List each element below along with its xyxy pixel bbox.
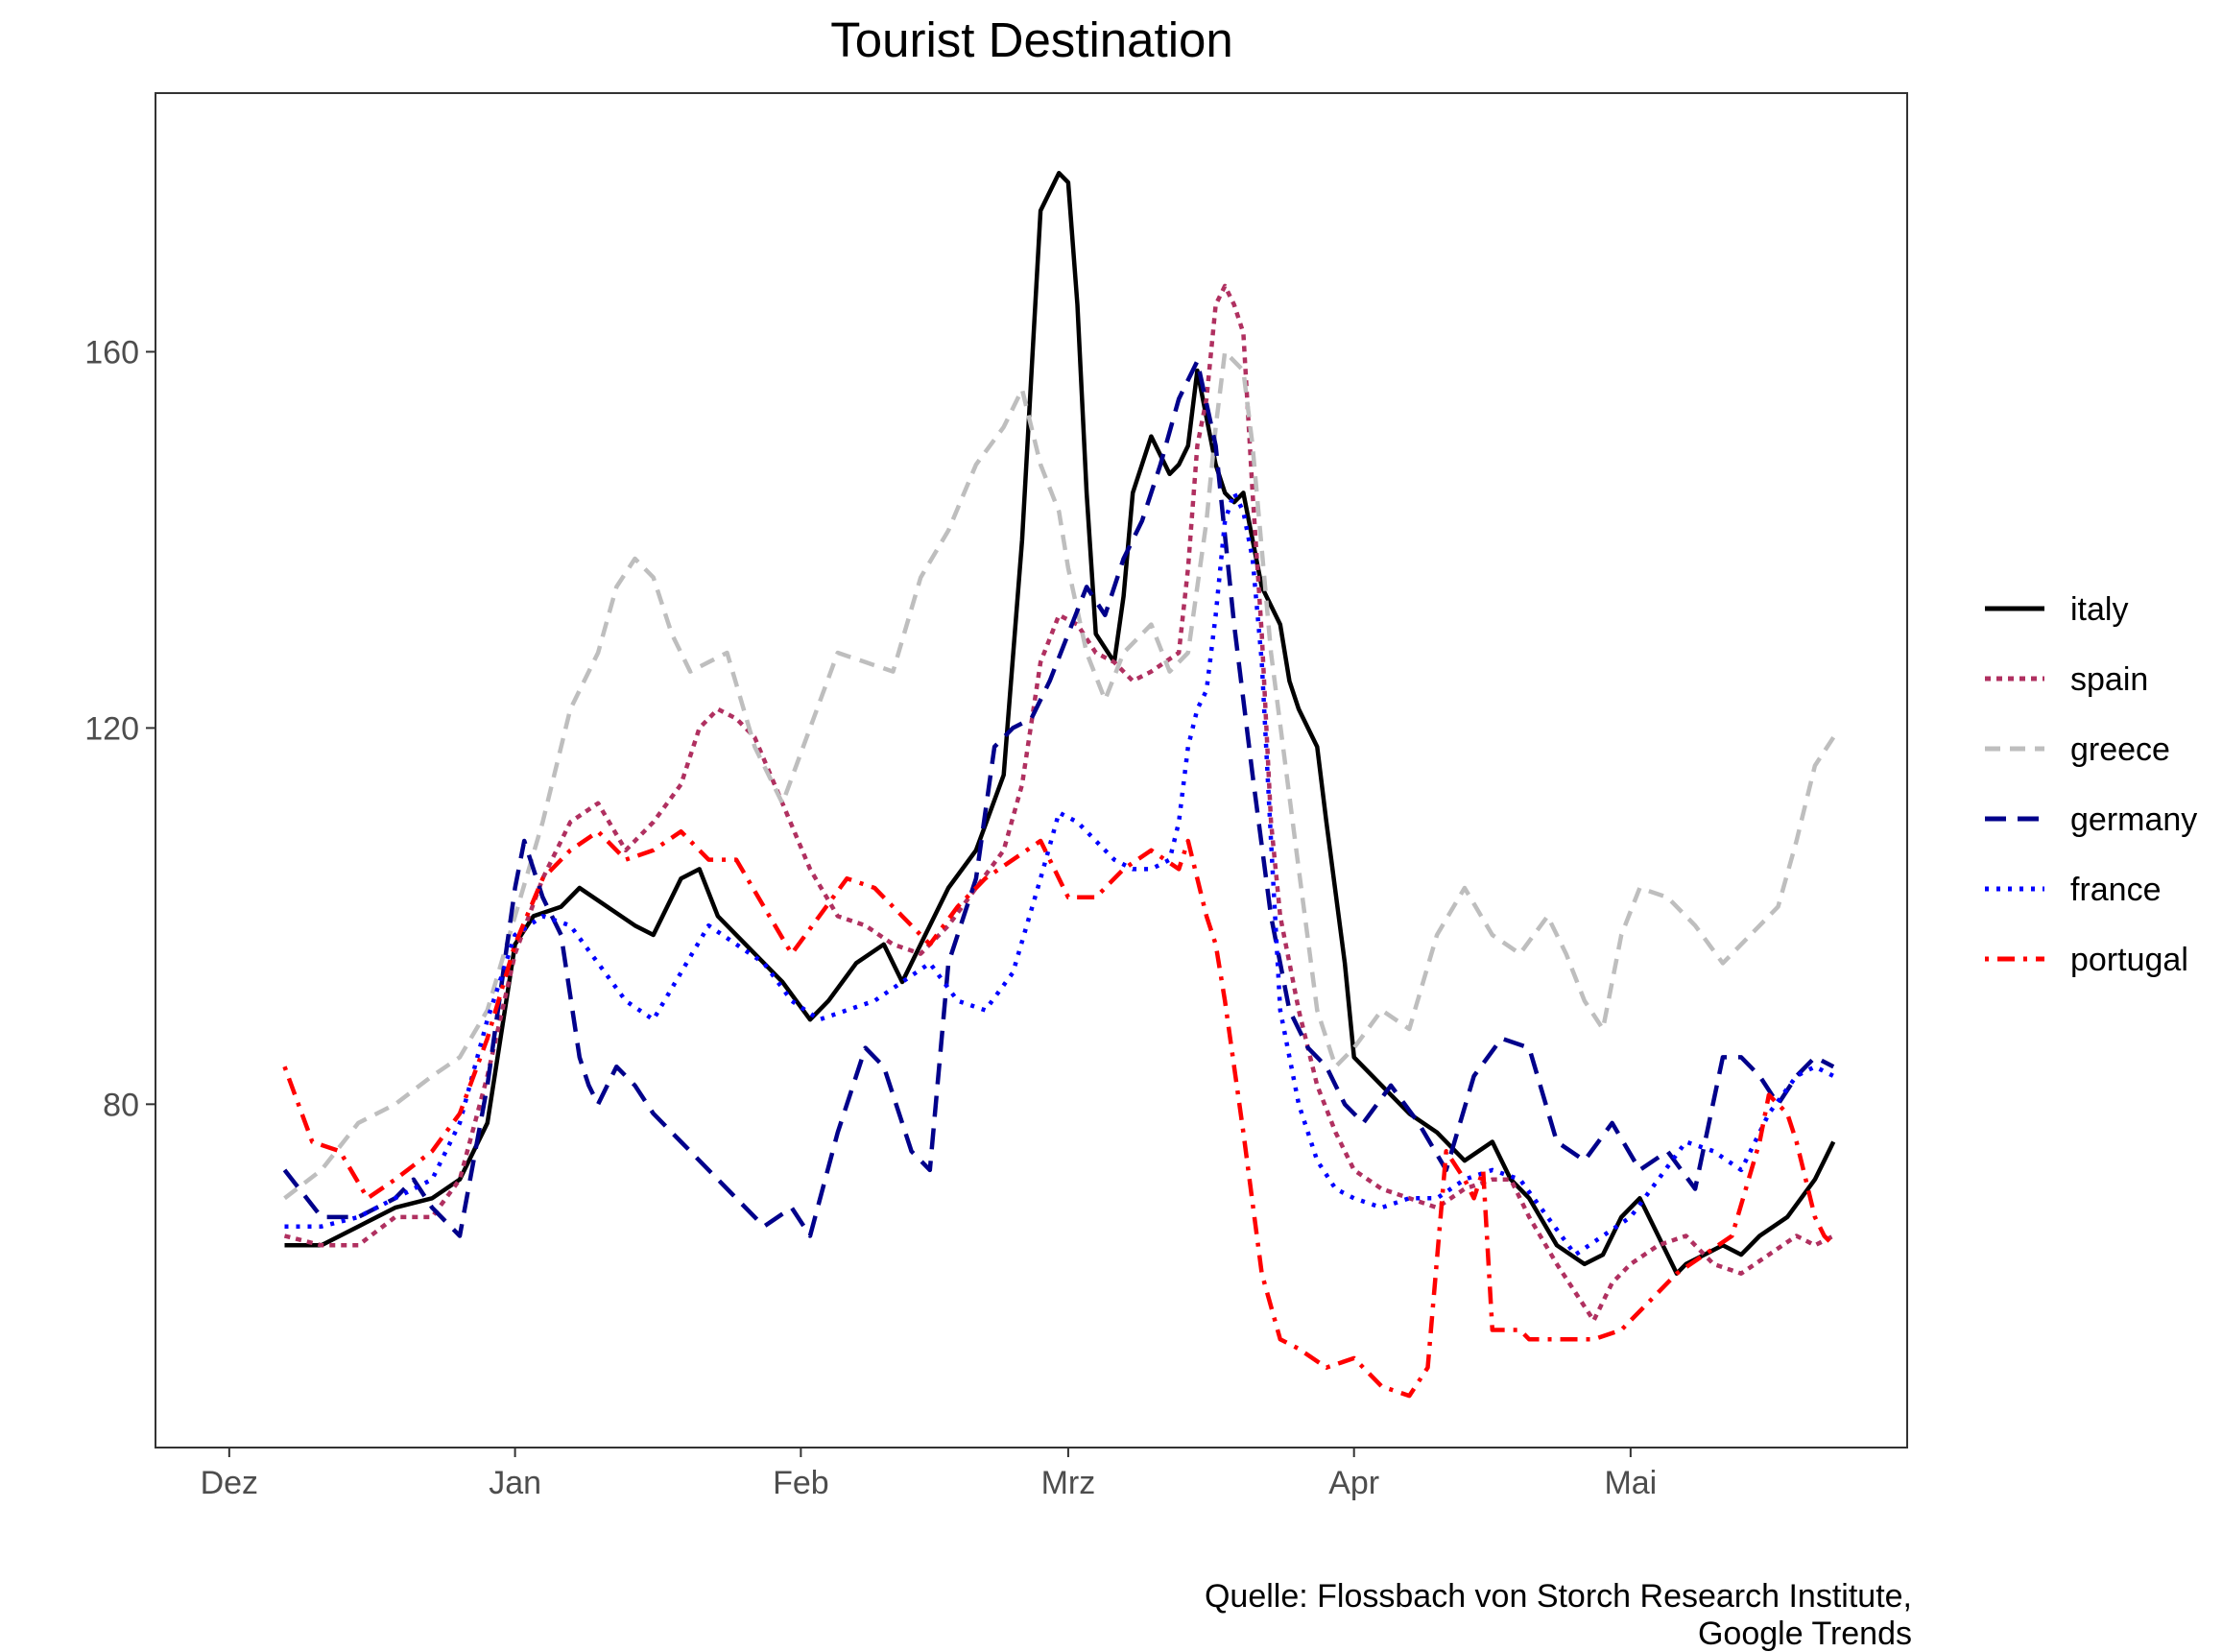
- x-tick-label: Mrz: [1041, 1465, 1096, 1501]
- series-layer: [282, 171, 1836, 1399]
- legend-label-germany: germany: [2070, 802, 2197, 838]
- legend-label-portugal: portugal: [2070, 942, 2188, 978]
- y-tick-label: 80: [103, 1087, 139, 1123]
- plot-panel: [155, 92, 1908, 1448]
- y-tick-label: 120: [84, 710, 139, 747]
- legend-label-spain: spain: [2070, 661, 2148, 698]
- legend-label-greece: greece: [2070, 731, 2170, 768]
- series-line-portugal: [282, 828, 1835, 1399]
- y-axis: 80 120 160: [84, 334, 155, 1123]
- series-line-greece: [283, 349, 1836, 1201]
- caption-line-1: Quelle: Flossbach von Storch Research In…: [1205, 1578, 1912, 1615]
- y-tick-label: 160: [84, 334, 139, 371]
- series-line-germany: [282, 359, 1835, 1238]
- series-line-france: [284, 491, 1835, 1257]
- x-tick-label: Mai: [1604, 1465, 1657, 1501]
- legend-label-france: france: [2070, 872, 2162, 908]
- chart-title: Tourist Destination: [830, 12, 1233, 67]
- caption-line-2: Google Trends: [1698, 1616, 1912, 1652]
- legend: italy spain greece germany france portugal: [1985, 591, 2197, 978]
- legend-label-italy: italy: [2070, 591, 2128, 628]
- x-tick-label: Apr: [1328, 1465, 1379, 1501]
- x-tick-label: Feb: [773, 1465, 829, 1501]
- x-tick-label: Dez: [201, 1465, 258, 1501]
- x-tick-label: Jan: [489, 1465, 541, 1501]
- x-axis: Dez Jan Feb Mrz Apr Mai: [201, 1448, 1657, 1501]
- series-line-spain: [283, 283, 1835, 1323]
